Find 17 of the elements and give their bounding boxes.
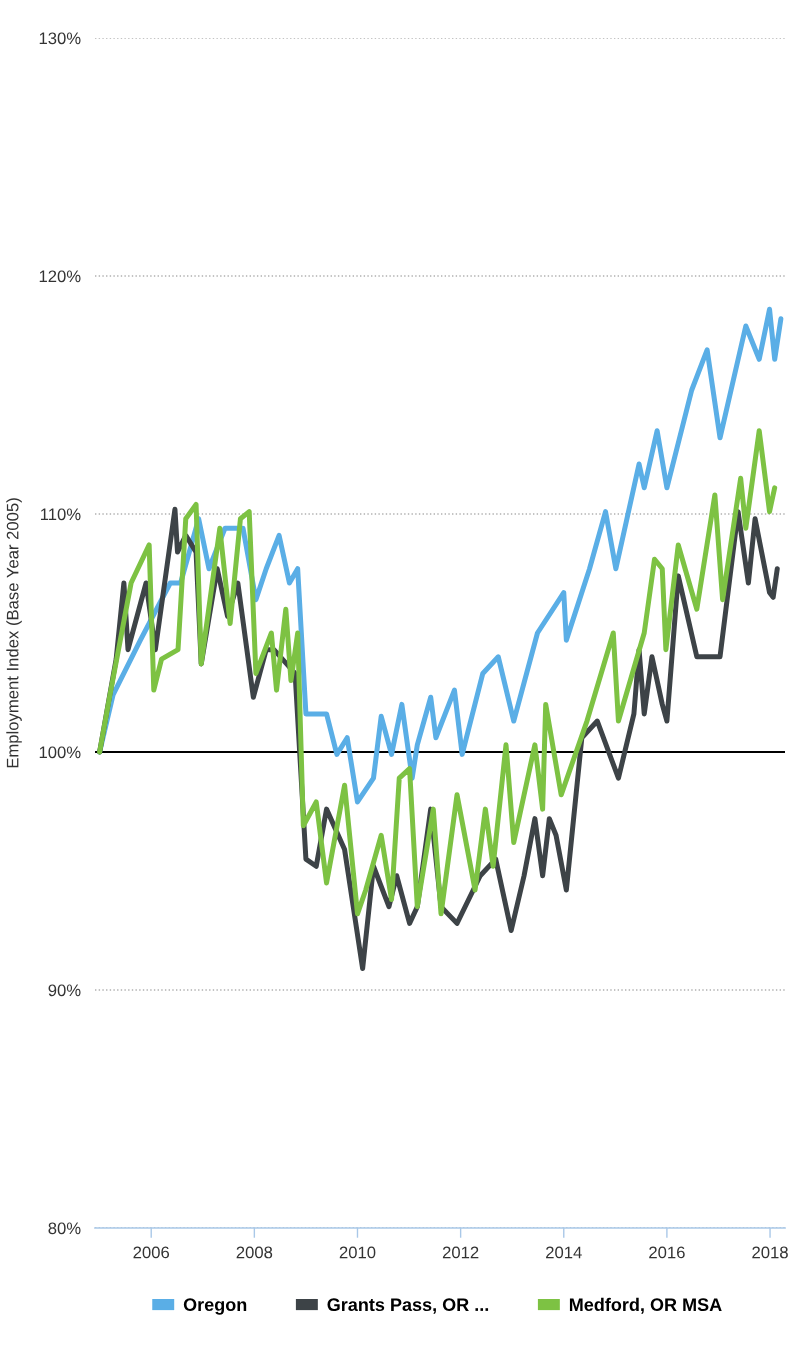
y-tick-label: 120% xyxy=(39,270,81,283)
x-tick-label: 2010 xyxy=(339,1246,376,1259)
x-tick-label: 2018 xyxy=(752,1246,788,1259)
x-tick-label: 2014 xyxy=(546,1246,582,1259)
y-tick-label: 130% xyxy=(39,32,81,45)
x-tick-label: 2008 xyxy=(236,1246,273,1259)
y-tick-label: 110% xyxy=(40,508,81,521)
legend-label: Medford, OR MSA xyxy=(569,1297,722,1314)
y-tick-label: 90% xyxy=(48,984,81,997)
y-axis-title: Employment Index (Base Year 2005) xyxy=(6,498,22,768)
x-tick-label: 2006 xyxy=(133,1246,170,1259)
y-tick-label: 100% xyxy=(39,746,81,759)
y-tick-label: 80% xyxy=(48,1222,81,1235)
legend-label: Grants Pass, OR ... xyxy=(327,1298,489,1314)
legend-label: Oregon xyxy=(183,1298,247,1315)
x-tick-label: 2012 xyxy=(442,1246,479,1259)
x-tick-label: 2016 xyxy=(649,1246,685,1259)
